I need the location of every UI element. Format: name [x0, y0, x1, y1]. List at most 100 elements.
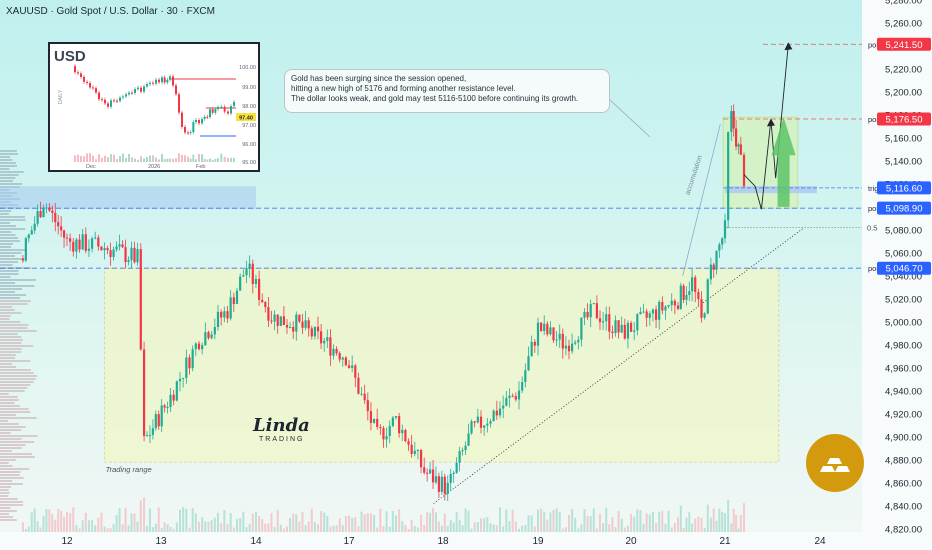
candle-body	[434, 476, 438, 483]
volume-profile-bar	[0, 417, 37, 419]
candle-body	[703, 313, 706, 318]
inset-volume-bar	[152, 155, 154, 162]
inset-candle-body	[220, 106, 223, 108]
inset-volume-bar	[101, 157, 103, 162]
volume-profile-bar	[0, 390, 25, 392]
candle-body	[712, 264, 715, 270]
volume-bar	[416, 527, 419, 532]
volume-bar	[537, 509, 539, 532]
volume-bar	[694, 518, 697, 532]
volume-bar	[633, 516, 636, 532]
inset-candle-body	[143, 86, 145, 92]
inset-candle-body	[217, 106, 219, 110]
volume-bar	[655, 523, 658, 532]
candle-body	[323, 340, 326, 344]
candle-body	[27, 234, 30, 239]
inset-volume-bar	[134, 158, 136, 162]
inset-volume-bar	[149, 155, 151, 162]
candle-body	[416, 450, 420, 452]
candle-body	[65, 237, 69, 239]
inset-candle-body	[80, 73, 82, 77]
volume-bar	[546, 519, 549, 532]
inset-candle-body	[149, 82, 151, 85]
inset-volume-bar	[217, 158, 219, 162]
candle-body	[351, 365, 354, 368]
volume-profile-bar	[0, 486, 12, 488]
volume-profile-bar	[0, 357, 16, 359]
candle-body	[239, 276, 242, 291]
volume-bar	[555, 508, 558, 532]
candle-body	[142, 349, 146, 436]
volume-bar	[217, 512, 219, 532]
candle-body	[163, 405, 166, 408]
candle-body	[182, 377, 185, 379]
y-tick-label: 4,840.00	[885, 501, 922, 512]
volume-profile-bar	[0, 264, 13, 266]
candle-body	[97, 237, 100, 247]
volume-bar	[614, 527, 617, 532]
candle-body	[366, 400, 369, 412]
volume-bar	[254, 511, 257, 532]
price-axis: 5,280.005,260.005,240.005,220.005,200.00…	[61, 0, 931, 547]
volume-bar	[301, 512, 304, 532]
volume-bar	[201, 517, 204, 532]
volume-profile-bar	[0, 177, 16, 179]
candle-body	[598, 318, 602, 323]
volume-profile-bar	[0, 273, 19, 275]
volume-bar	[651, 511, 654, 532]
inset-chart: USD DAILY 100.00 99.00 98.00 97.00 96.00…	[54, 48, 256, 170]
candle-body	[623, 324, 626, 339]
volume-bar	[69, 513, 72, 532]
candle-body	[94, 237, 97, 239]
candle-body	[220, 311, 223, 318]
inset-candle-body	[163, 77, 166, 83]
volume-profile-bar	[0, 291, 16, 293]
candle-body	[505, 397, 508, 406]
inset-volume-bar	[89, 153, 91, 162]
candle-body	[191, 349, 194, 369]
volume-bar	[564, 527, 567, 532]
candle-body	[574, 342, 577, 344]
volume-profile-bar	[0, 393, 9, 395]
candle-body	[651, 309, 655, 314]
inset-candle-body	[152, 82, 154, 84]
y-tick-label: 5,140.00	[885, 156, 922, 167]
candle-body	[664, 306, 667, 311]
candle-body	[216, 311, 220, 328]
candle-body	[379, 426, 382, 429]
candle-body	[533, 341, 536, 346]
volume-bar	[605, 507, 608, 532]
volume-bar	[583, 509, 586, 532]
volume-bar	[727, 499, 730, 532]
volume-bar	[226, 524, 229, 532]
inset-tick-99: 99.00	[242, 85, 256, 91]
candle-body	[580, 317, 583, 340]
candle-body	[136, 249, 139, 263]
candle-body	[24, 238, 27, 261]
candle-body	[642, 311, 645, 313]
volume-bar	[455, 511, 458, 532]
candle-body	[87, 248, 91, 251]
volume-bar	[679, 505, 682, 532]
brand-name: Linda	[253, 415, 310, 436]
candle-body	[133, 247, 136, 263]
volume-bar	[527, 515, 530, 532]
volume-bar	[514, 521, 517, 532]
candle-body	[629, 322, 633, 332]
volume-profile-bar	[0, 414, 17, 416]
volume-bar	[495, 525, 498, 532]
accumulation-line	[682, 124, 721, 276]
inset-volume-bar	[113, 154, 115, 162]
volume-profile-bar	[0, 474, 20, 476]
volume-bar	[369, 513, 372, 532]
volume-bar	[661, 510, 664, 532]
volume-bar	[115, 515, 118, 532]
inset-candle-body	[209, 109, 211, 118]
inset-candle-body	[110, 100, 112, 107]
volume-bar	[602, 523, 605, 532]
volume-profile-bar	[0, 426, 26, 428]
volume-profile-bar	[0, 285, 35, 287]
inset-candle-body	[128, 92, 130, 95]
volume-profile-bar	[0, 507, 11, 509]
